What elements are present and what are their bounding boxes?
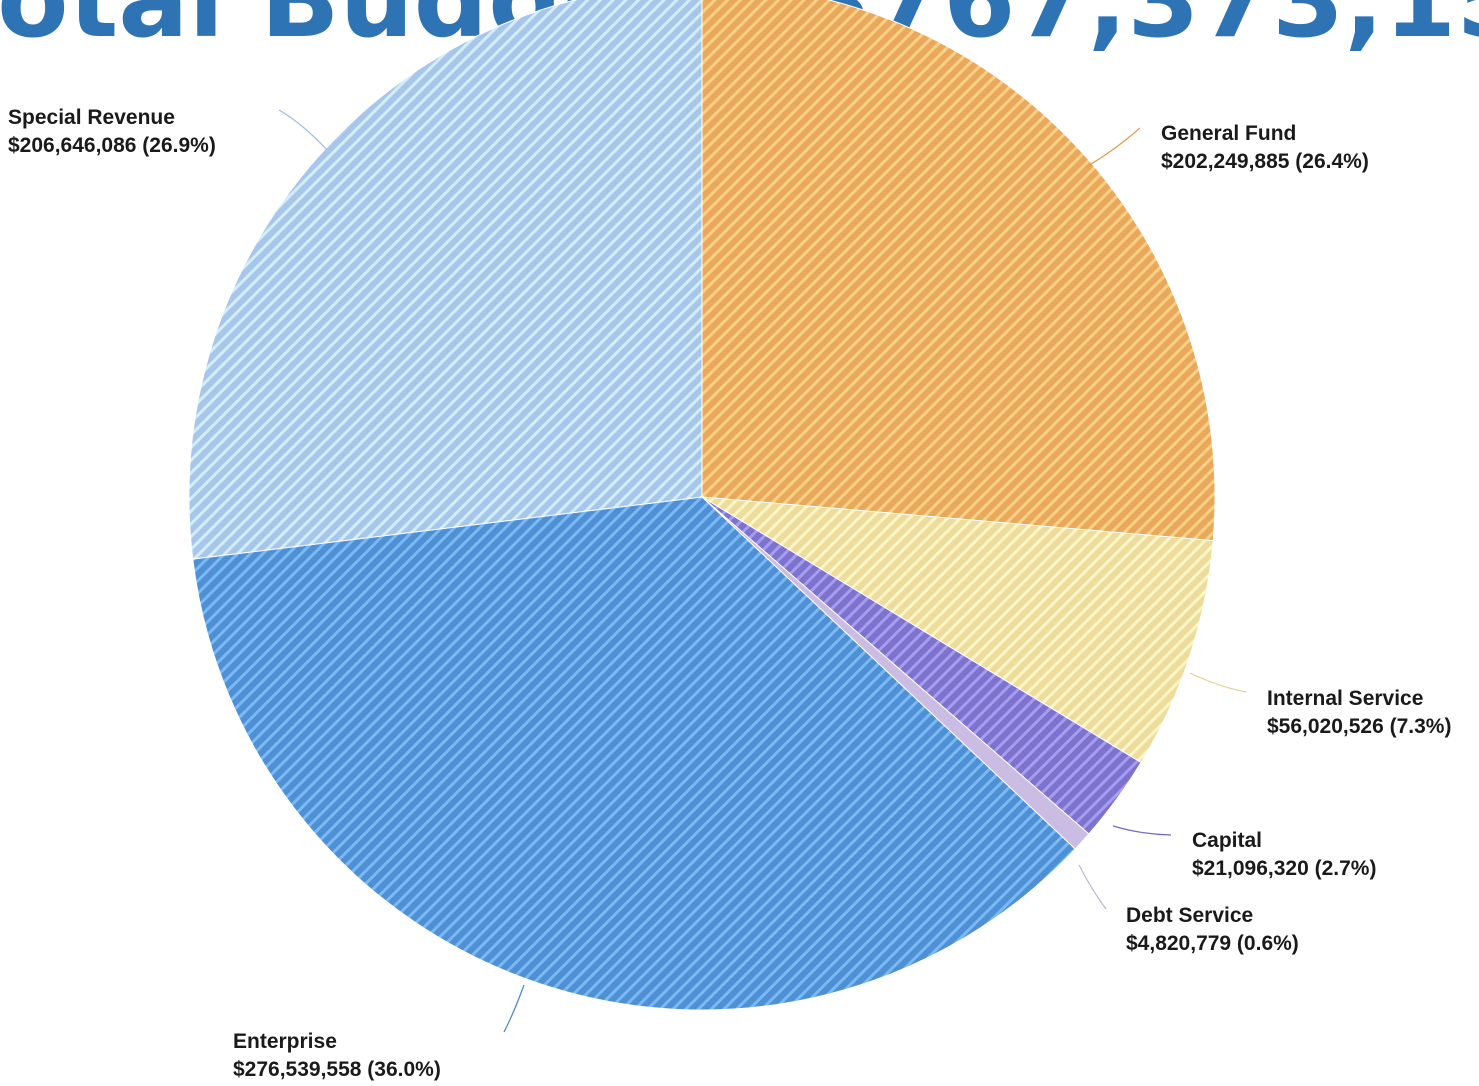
pie-slice-special-revenue [188, 0, 703, 560]
slice-labels: General Fund $202,249,885 (26.4%) Internal… [8, 106, 1451, 1081]
slice-label-name: General Fund [1161, 122, 1296, 145]
slice-label-value: $276,539,558 (36.0%) [233, 1058, 441, 1081]
leader-line-internal-service [1189, 672, 1247, 693]
leader-lines [278, 109, 1247, 1033]
pie-slice-enterprise [192, 496, 1076, 1011]
pie-slice-general-fund [701, 0, 1216, 542]
leader-line-debt-service [1078, 864, 1107, 910]
slice-label-value: $206,646,086 (26.9%) [8, 134, 216, 157]
slice-label-value: $4,820,779 (0.6%) [1126, 932, 1299, 955]
slice-label-name: Internal Service [1267, 687, 1423, 710]
pie-slices [188, 0, 1216, 1011]
slice-label-value: $21,096,320 (2.7%) [1192, 857, 1376, 880]
leader-line-special-revenue [278, 109, 328, 151]
slice-label-name: Special Revenue [8, 106, 175, 129]
slice-label-name: Enterprise [233, 1030, 337, 1053]
slice-label-name: Debt Service [1126, 904, 1253, 927]
slice-label-value: $202,249,885 (26.4%) [1161, 150, 1369, 173]
slice-label-name: Capital [1192, 829, 1262, 852]
leader-line-capital [1112, 825, 1172, 836]
leader-line-enterprise [503, 984, 525, 1033]
leader-line-general-fund [1085, 127, 1141, 168]
slice-label-value: $56,020,526 (7.3%) [1267, 715, 1451, 738]
pie-slice-internal-service [701, 496, 1214, 764]
